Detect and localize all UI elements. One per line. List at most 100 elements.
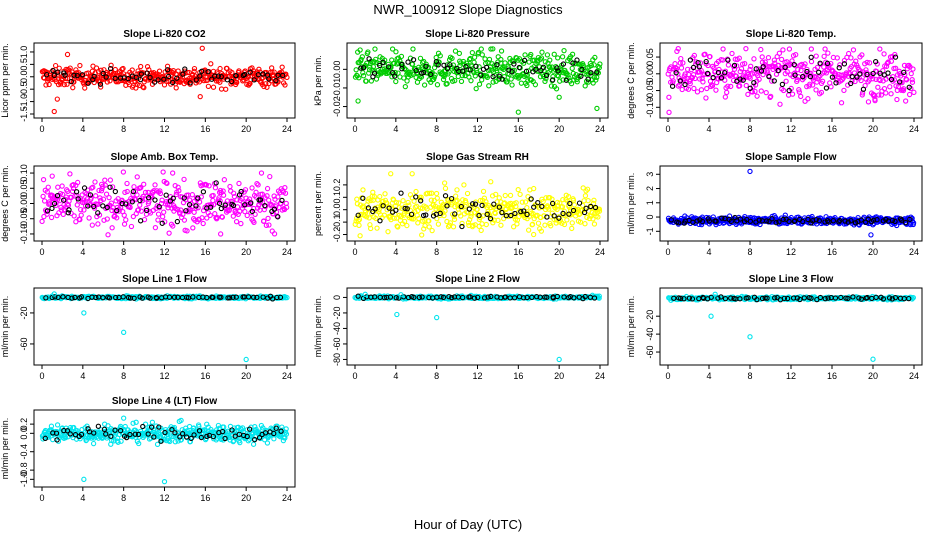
data-point — [55, 184, 61, 190]
data-point — [525, 227, 532, 233]
data-point — [262, 203, 269, 210]
data-point-black — [125, 75, 131, 82]
data-point — [119, 197, 125, 203]
x-tick-label: 16 — [513, 371, 523, 381]
data-point — [175, 184, 181, 190]
data-point — [537, 56, 543, 62]
data-point — [421, 82, 428, 88]
y-axis-label: Licor ppm per min. — [0, 43, 10, 118]
data-point — [191, 68, 197, 74]
x-tick-label: 24 — [595, 371, 605, 381]
data-point-black — [68, 79, 74, 85]
x-axis-label: Hour of Day (UTC) — [413, 517, 523, 532]
data-point-black — [823, 85, 830, 91]
data-point-black — [181, 195, 187, 201]
data-point — [204, 74, 210, 80]
data-point — [253, 194, 259, 200]
data-point — [124, 188, 130, 195]
y-axis-label: ml/min per min. — [626, 296, 636, 358]
data-point — [159, 197, 165, 203]
data-point-black — [782, 64, 788, 70]
data-point — [883, 90, 889, 96]
data-point — [440, 76, 447, 83]
data-point — [464, 190, 471, 197]
data-point — [155, 211, 162, 217]
data-point-black — [718, 75, 725, 81]
data-point — [120, 65, 126, 72]
data-point — [368, 78, 375, 84]
data-point — [782, 212, 788, 218]
data-point-black — [804, 68, 810, 75]
data-point — [106, 74, 113, 80]
data-point — [691, 52, 698, 59]
data-point-black — [164, 67, 171, 73]
data-point — [178, 77, 184, 83]
data-point — [479, 52, 485, 58]
data-point — [401, 65, 408, 72]
data-point — [808, 58, 815, 65]
outlier-point — [217, 231, 224, 237]
x-tick-label: 4 — [393, 124, 398, 134]
data-point — [200, 220, 206, 227]
y-tick-label: -0.5 — [19, 81, 29, 97]
data-point — [97, 79, 103, 85]
data-point — [159, 214, 166, 220]
data-point-black — [467, 67, 473, 73]
data-point — [103, 191, 110, 197]
data-point — [805, 96, 811, 102]
data-point — [479, 221, 485, 227]
data-point — [191, 65, 198, 72]
data-point — [429, 227, 435, 234]
data-point — [591, 221, 598, 227]
x-tick-label: 24 — [909, 247, 919, 257]
data-point — [901, 86, 907, 92]
data-point — [92, 193, 99, 199]
data-point — [531, 185, 537, 192]
data-point-black — [398, 190, 404, 196]
data-point — [210, 197, 216, 204]
data-point — [161, 209, 167, 215]
data-point — [559, 54, 566, 60]
data-point — [504, 79, 510, 85]
data-point — [502, 192, 508, 199]
data-point — [385, 229, 391, 235]
data-point — [204, 215, 210, 221]
data-point — [720, 57, 726, 63]
x-tick-label: 0 — [665, 247, 670, 257]
y-tick-label: -1.0 — [19, 94, 29, 110]
x-tick-label: 4 — [393, 247, 398, 257]
data-point-black — [248, 200, 254, 206]
data-point — [48, 214, 55, 221]
data-point — [691, 85, 697, 92]
data-point — [134, 192, 140, 198]
data-point — [128, 76, 134, 82]
data-point-black — [197, 73, 203, 79]
data-point-black — [112, 188, 118, 195]
data-point — [784, 69, 790, 75]
data-point-black — [413, 68, 419, 74]
data-point — [157, 188, 163, 194]
data-point — [210, 202, 217, 208]
data-point-black — [271, 206, 278, 212]
y-tick-label: 0.0 — [332, 203, 342, 216]
outlier-point — [708, 313, 714, 319]
data-point — [70, 85, 76, 91]
data-point — [909, 77, 915, 83]
data-point — [881, 86, 888, 92]
data-point — [404, 222, 410, 229]
data-point-black — [753, 66, 759, 72]
data-point — [742, 60, 748, 67]
data-point — [685, 86, 692, 92]
data-point — [393, 78, 399, 85]
data-point — [888, 58, 895, 64]
data-point — [366, 67, 373, 73]
data-point — [98, 84, 104, 90]
data-point-black — [222, 202, 228, 208]
data-point-black — [737, 76, 743, 82]
y-axis-label: kPa per min. — [313, 55, 323, 106]
y-tick-label: 0.05 — [19, 180, 29, 198]
outlier-point — [747, 334, 753, 340]
data-point — [223, 86, 229, 92]
data-point — [703, 95, 709, 101]
